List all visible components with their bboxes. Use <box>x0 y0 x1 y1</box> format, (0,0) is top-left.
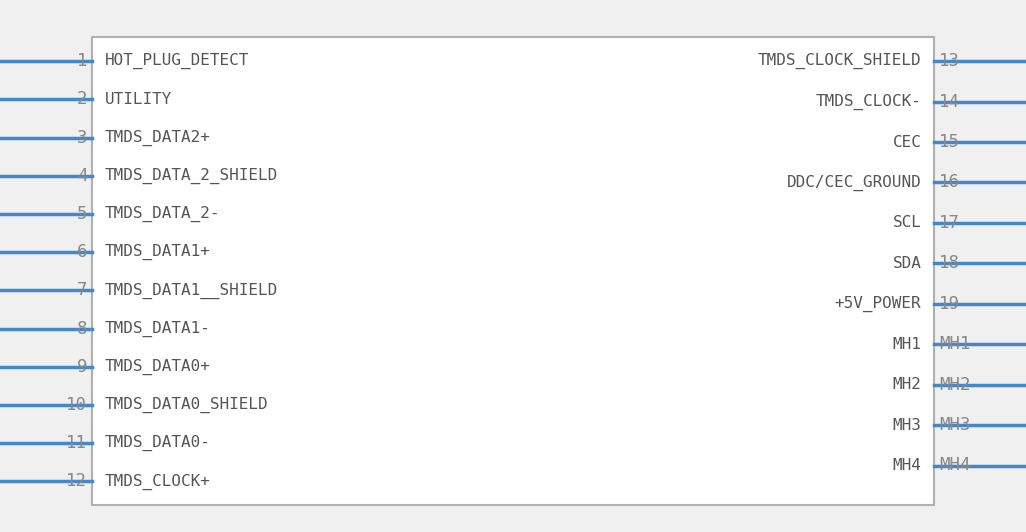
Text: 15: 15 <box>939 133 959 151</box>
Text: 9: 9 <box>77 358 87 376</box>
Text: MH4: MH4 <box>893 458 921 473</box>
Text: 8: 8 <box>77 320 87 338</box>
Text: 2: 2 <box>77 90 87 109</box>
Text: SCL: SCL <box>893 215 921 230</box>
Text: +5V_POWER: +5V_POWER <box>835 296 921 312</box>
Text: 13: 13 <box>939 52 959 70</box>
Text: 4: 4 <box>77 167 87 185</box>
Text: TMDS_DATA1__SHIELD: TMDS_DATA1__SHIELD <box>105 282 278 298</box>
Text: TMDS_DATA0+: TMDS_DATA0+ <box>105 359 210 375</box>
Text: 3: 3 <box>77 129 87 147</box>
Text: CEC: CEC <box>893 135 921 149</box>
Text: TMDS_DATA_2-: TMDS_DATA_2- <box>105 206 221 222</box>
Text: 6: 6 <box>77 243 87 261</box>
Text: DDC/CEC_GROUND: DDC/CEC_GROUND <box>787 174 921 190</box>
Text: TMDS_CLOCK-: TMDS_CLOCK- <box>816 94 921 110</box>
Text: MH3: MH3 <box>893 418 921 433</box>
Text: 7: 7 <box>77 281 87 300</box>
Text: 11: 11 <box>67 434 87 452</box>
Text: 10: 10 <box>67 396 87 414</box>
Text: TMDS_DATA0_SHIELD: TMDS_DATA0_SHIELD <box>105 397 268 413</box>
Text: 1: 1 <box>77 52 87 70</box>
Text: TMDS_DATA_2_SHIELD: TMDS_DATA_2_SHIELD <box>105 168 278 184</box>
Text: TMDS_CLOCK_SHIELD: TMDS_CLOCK_SHIELD <box>758 53 921 69</box>
Text: 16: 16 <box>939 173 959 192</box>
Text: MH3: MH3 <box>939 416 971 434</box>
Text: TMDS_DATA0-: TMDS_DATA0- <box>105 435 210 451</box>
Text: 14: 14 <box>939 93 959 111</box>
Text: UTILITY: UTILITY <box>105 92 172 107</box>
Text: 12: 12 <box>67 472 87 491</box>
Text: MH2: MH2 <box>893 377 921 392</box>
Text: MH1: MH1 <box>939 335 971 353</box>
Text: 19: 19 <box>939 295 959 313</box>
Text: MH1: MH1 <box>893 337 921 352</box>
Text: TMDS_CLOCK+: TMDS_CLOCK+ <box>105 473 210 489</box>
Text: TMDS_DATA2+: TMDS_DATA2+ <box>105 129 210 146</box>
Text: 17: 17 <box>939 214 959 232</box>
Bar <box>92 37 934 505</box>
Text: 18: 18 <box>939 254 959 272</box>
Text: TMDS_DATA1-: TMDS_DATA1- <box>105 320 210 337</box>
Text: HOT_PLUG_DETECT: HOT_PLUG_DETECT <box>105 53 249 69</box>
Text: SDA: SDA <box>893 256 921 271</box>
Text: 5: 5 <box>77 205 87 223</box>
Text: MH2: MH2 <box>939 376 971 394</box>
Text: MH4: MH4 <box>939 456 971 475</box>
Text: TMDS_DATA1+: TMDS_DATA1+ <box>105 244 210 260</box>
